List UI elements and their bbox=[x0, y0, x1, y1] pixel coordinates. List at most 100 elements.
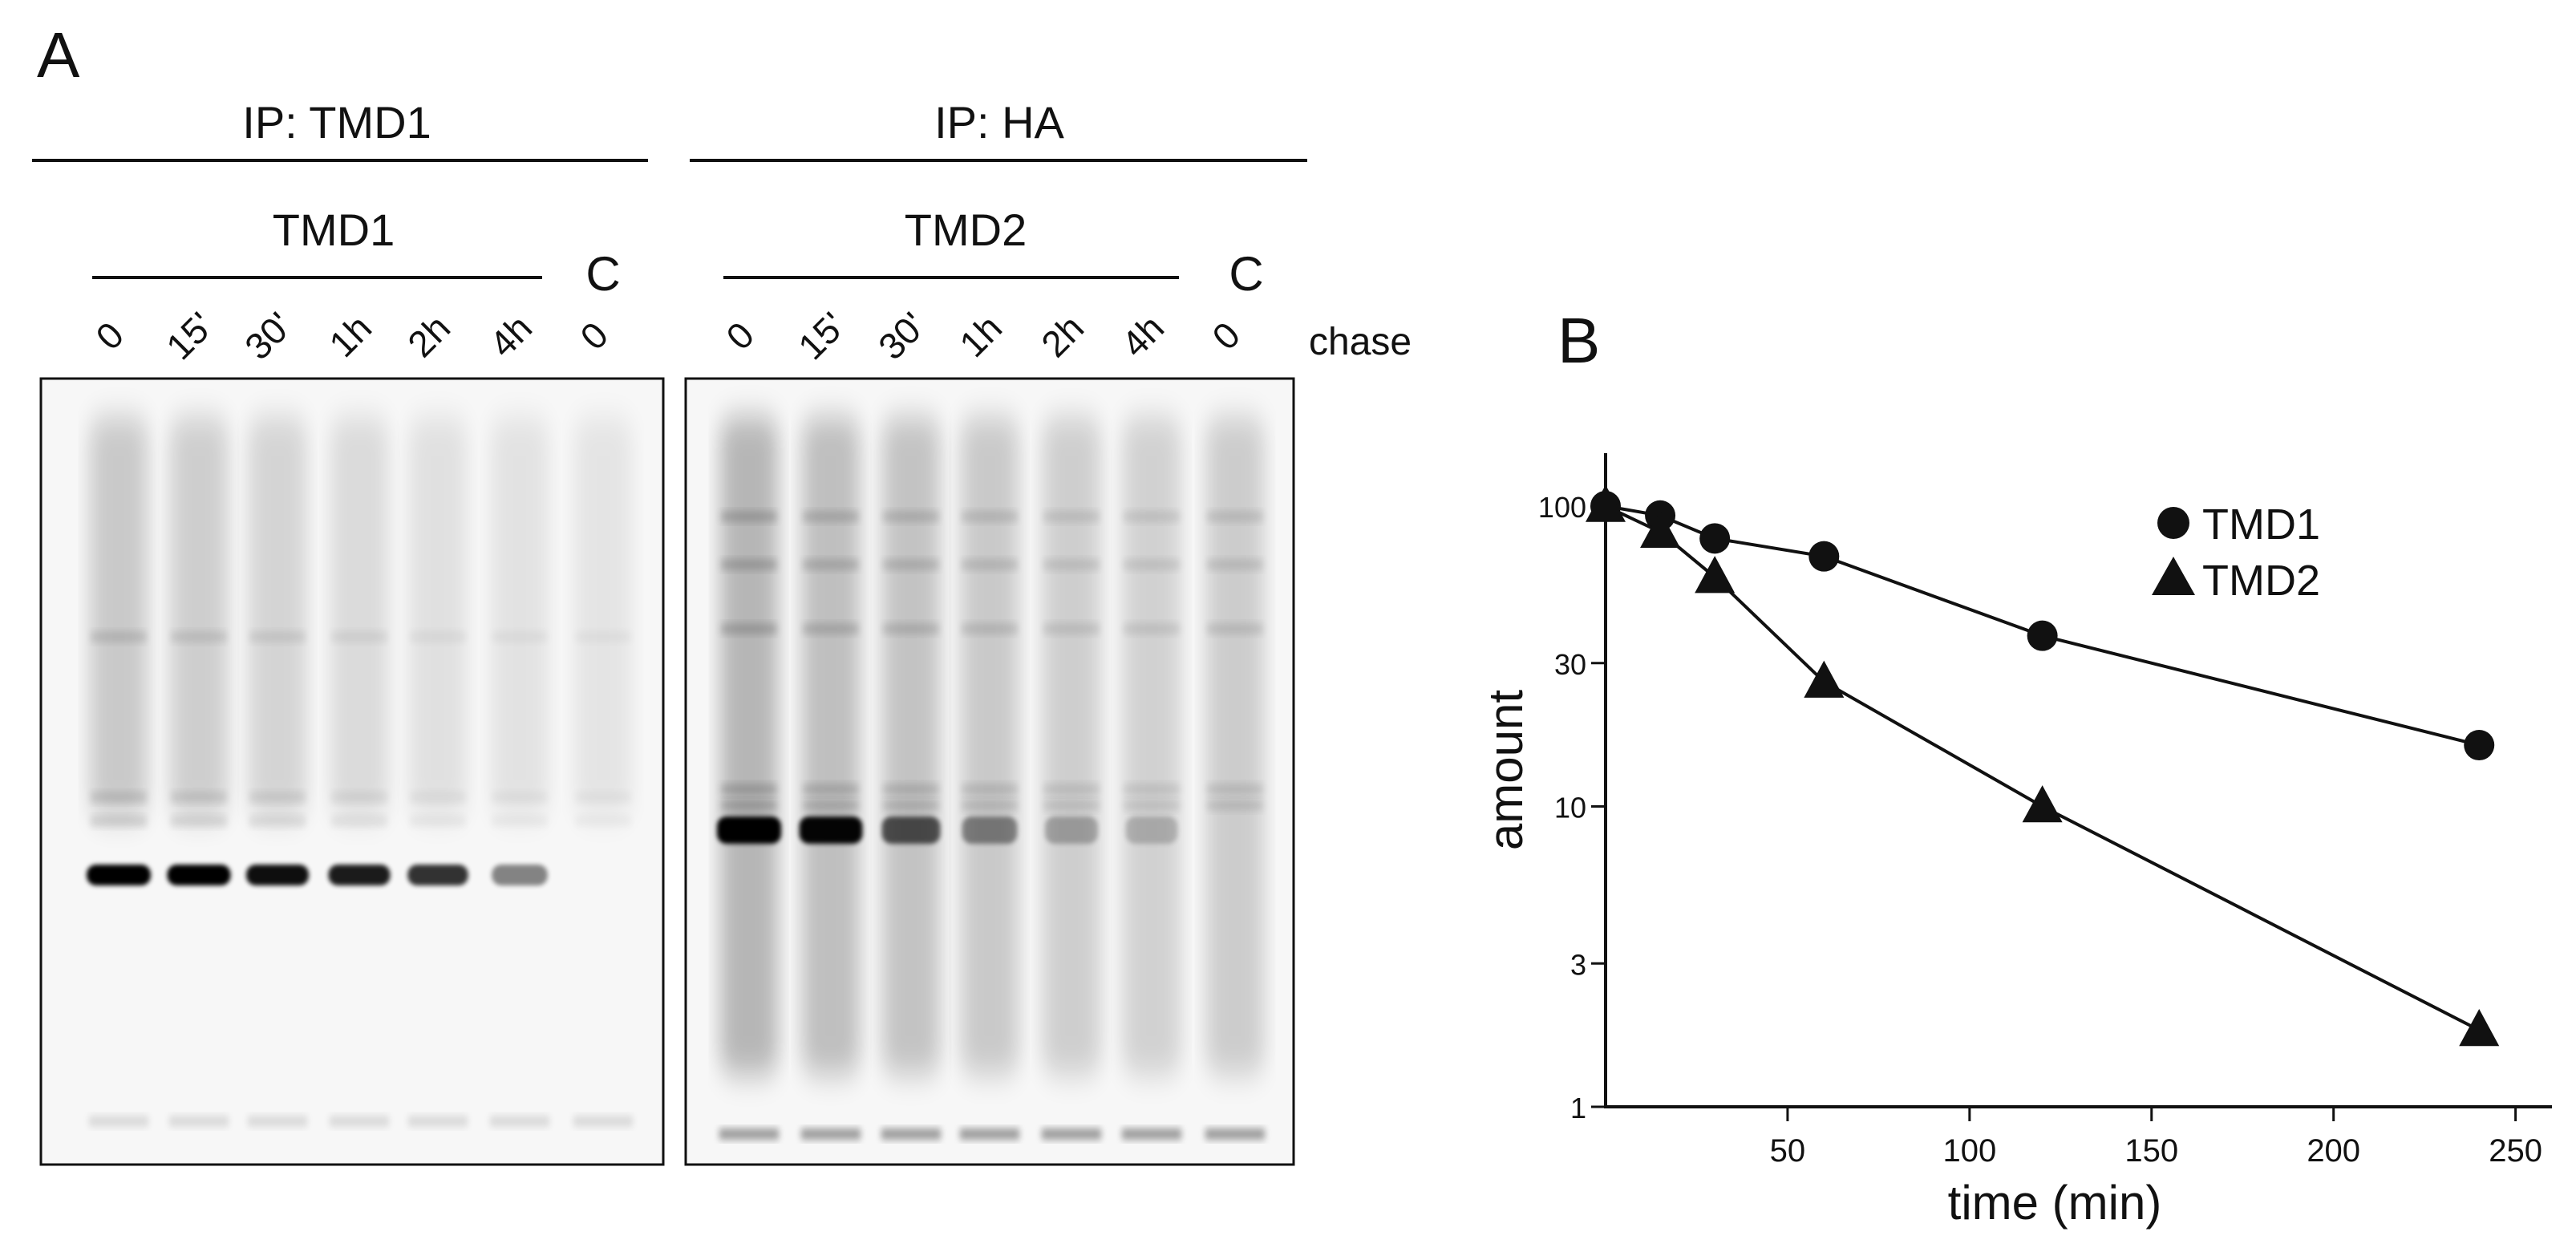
left-lane-bottom-band-1 bbox=[168, 1118, 229, 1124]
left-lane-5-faint-band-1 bbox=[491, 794, 549, 800]
right-lane-4-faint-band-0 bbox=[1043, 513, 1100, 520]
left-lane-label-0: 0 bbox=[87, 314, 132, 358]
right-lane-0-faint-band-1 bbox=[720, 561, 778, 568]
left-lane-bottom-band-4 bbox=[407, 1118, 468, 1124]
left-lane-4-faint-band-2 bbox=[409, 818, 467, 824]
left-lane-smear-6 bbox=[574, 417, 632, 818]
right-lane-3-faint-band-2 bbox=[961, 626, 1019, 632]
right-lane-bottom-band-3 bbox=[959, 1131, 1020, 1137]
right-lane-1-faint-band-4 bbox=[802, 802, 860, 808]
right-lane-3-faint-band-3 bbox=[961, 786, 1019, 792]
right-lane-6-faint-band-1 bbox=[1206, 561, 1264, 568]
right-lane-3-faint-band-0 bbox=[961, 513, 1019, 520]
left-lane-0-faint-band-1 bbox=[90, 794, 148, 800]
chase-label: chase bbox=[1309, 321, 1412, 363]
right-lane-2-faint-band-2 bbox=[882, 626, 940, 632]
right-lane-label-2: 30' bbox=[870, 304, 934, 367]
left-lane-6-faint-band-0 bbox=[574, 634, 632, 640]
right-lane-1-faint-band-1 bbox=[802, 561, 860, 568]
left-lane-bottom-band-5 bbox=[489, 1118, 550, 1124]
left-lane-2-faint-band-2 bbox=[249, 818, 306, 824]
left-lane-main-band-3 bbox=[328, 865, 391, 885]
left-ip-label: IP: TMD1 bbox=[242, 97, 431, 148]
y-ticks: 1 3 10 30 100 bbox=[1538, 491, 1606, 1124]
right-lane-smear-3 bbox=[961, 417, 1019, 1075]
left-lane-5-faint-band-0 bbox=[491, 634, 549, 640]
left-lane-6-faint-band-2 bbox=[574, 818, 632, 824]
left-lane-0-faint-band-2 bbox=[90, 818, 148, 824]
left-lane-1-faint-band-0 bbox=[170, 634, 228, 640]
left-lane-0-faint-band-0 bbox=[90, 634, 148, 640]
y-tick-label-4: 100 bbox=[1538, 491, 1586, 524]
left-lane-label-1: 15' bbox=[158, 304, 221, 367]
panel-b-label: B bbox=[1557, 305, 1600, 376]
left-lane-6-faint-band-1 bbox=[574, 794, 632, 800]
right-lane-smear-5 bbox=[1123, 417, 1181, 1075]
right-lane-label-6: 0 bbox=[1204, 314, 1248, 358]
right-lane-bottom-band-5 bbox=[1121, 1131, 1182, 1137]
panel-b: B 1 3 10 30 100 50 100 150 200 250 time (min) am… bbox=[1479, 305, 2552, 1230]
right-lane-2-faint-band-1 bbox=[882, 561, 940, 568]
left-lane-label-4: 2h bbox=[399, 306, 458, 365]
right-lane-1-faint-band-3 bbox=[802, 786, 860, 792]
left-lane-4-faint-band-0 bbox=[409, 634, 467, 640]
panel-a: A IP: TMD1 TMD1 C 0 15' 30' 1h 2h 4h 0 IP: HA … bbox=[32, 19, 1412, 1166]
right-lane-3-faint-band-1 bbox=[961, 561, 1019, 568]
right-lane-bottom-band-4 bbox=[1041, 1131, 1102, 1137]
y-tick-label-3: 30 bbox=[1554, 648, 1586, 681]
point-tmd2-5 bbox=[2459, 1008, 2500, 1047]
left-gel-frame bbox=[39, 377, 665, 1166]
right-lane-4-faint-band-3 bbox=[1043, 786, 1100, 792]
right-lane-main-band-3 bbox=[962, 816, 1018, 844]
right-lane-label-4: 2h bbox=[1033, 306, 1092, 365]
right-lane-4-faint-band-1 bbox=[1043, 561, 1100, 568]
right-lane-bottom-band-1 bbox=[800, 1131, 861, 1137]
legend-label-tmd2: TMD2 bbox=[2202, 557, 2320, 605]
left-lane-3-faint-band-0 bbox=[330, 634, 388, 640]
right-lane-smear-4 bbox=[1043, 417, 1100, 1075]
right-lane-5-faint-band-4 bbox=[1123, 802, 1181, 808]
left-lane-label-6: 0 bbox=[572, 314, 616, 358]
x-tick-label-4: 250 bbox=[2489, 1133, 2542, 1169]
right-lane-2-faint-band-3 bbox=[882, 786, 940, 792]
right-lane-5-faint-band-0 bbox=[1123, 513, 1181, 520]
left-lane-bottom-band-3 bbox=[329, 1118, 390, 1124]
right-lane-main-band-5 bbox=[1125, 816, 1178, 844]
left-lane-smear-5 bbox=[491, 417, 549, 818]
right-lane-0-faint-band-4 bbox=[720, 802, 778, 808]
left-lane-3-faint-band-2 bbox=[330, 818, 388, 824]
right-lane-1-faint-band-0 bbox=[802, 513, 860, 520]
right-lane-6-faint-band-2 bbox=[1206, 626, 1264, 632]
left-lane-bottom-band-6 bbox=[573, 1118, 634, 1124]
right-lane-2-faint-band-0 bbox=[882, 513, 940, 520]
right-lane-0-faint-band-3 bbox=[720, 786, 778, 792]
right-lane-5-faint-band-2 bbox=[1123, 626, 1181, 632]
left-lane-smear-4 bbox=[409, 417, 467, 818]
right-lane-label-0: 0 bbox=[718, 314, 762, 358]
x-ticks: 50 100 150 200 250 bbox=[1770, 1107, 2542, 1169]
x-tick-label-2: 150 bbox=[2124, 1133, 2178, 1169]
left-gel bbox=[41, 379, 663, 1165]
point-tmd1-3 bbox=[1808, 541, 1840, 572]
right-lane-3-faint-band-4 bbox=[961, 802, 1019, 808]
left-lane-bottom-band-2 bbox=[247, 1118, 308, 1124]
left-lane-smear-0 bbox=[90, 417, 148, 818]
legend: TMD1 TMD2 bbox=[2152, 500, 2320, 605]
right-lane-main-band-2 bbox=[881, 816, 941, 844]
right-lane-6-faint-band-3 bbox=[1206, 786, 1264, 792]
right-lane-label-3: 1h bbox=[951, 306, 1010, 365]
right-lane-smear-2 bbox=[882, 417, 940, 1075]
right-lane-2-faint-band-4 bbox=[882, 802, 940, 808]
right-lane-5-faint-band-1 bbox=[1123, 561, 1181, 568]
left-protein-label: TMD1 bbox=[273, 205, 395, 255]
x-axis-title: time (min) bbox=[1948, 1176, 2162, 1230]
right-lane-main-band-1 bbox=[799, 816, 863, 844]
right-lane-main-band-4 bbox=[1045, 816, 1098, 844]
left-lane-smear-3 bbox=[330, 417, 388, 818]
y-tick-label-2: 10 bbox=[1554, 791, 1586, 824]
panel-a-label: A bbox=[37, 19, 80, 91]
left-lane-1-faint-band-1 bbox=[170, 794, 228, 800]
right-lane-4-faint-band-2 bbox=[1043, 626, 1100, 632]
left-lane-smear-2 bbox=[249, 417, 306, 818]
legend-marker-tmd2 bbox=[2152, 557, 2195, 595]
